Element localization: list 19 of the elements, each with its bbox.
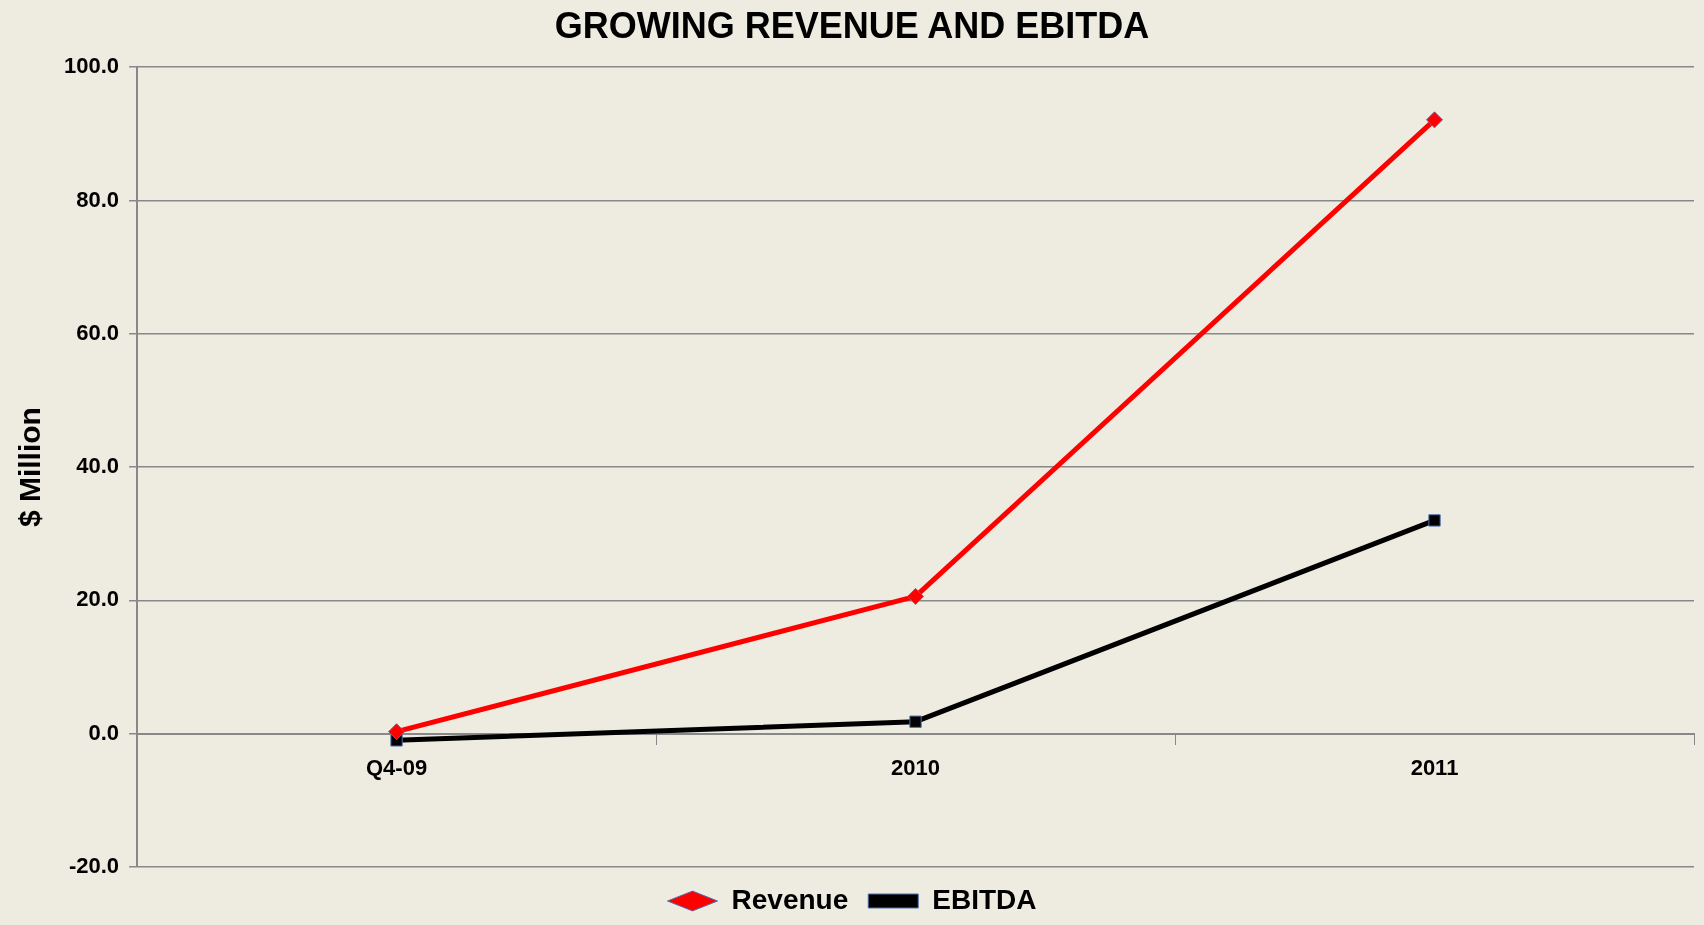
point bbox=[388, 723, 406, 741]
point bbox=[1428, 514, 1441, 527]
y-tick-label: 100.0 bbox=[63, 53, 120, 79]
legend-label: EBITDA bbox=[932, 883, 1037, 915]
y-tick-label: 60.0 bbox=[76, 319, 120, 345]
x-tick-label: 2010 bbox=[891, 754, 940, 780]
y-tick-label: 0.0 bbox=[88, 719, 120, 745]
y-tick-label: -20.0 bbox=[68, 853, 120, 879]
x-tick-label: 2011 bbox=[1410, 754, 1459, 780]
point bbox=[1426, 111, 1444, 129]
legend-label: Revenue bbox=[731, 883, 849, 915]
point bbox=[909, 715, 922, 728]
point bbox=[907, 587, 925, 605]
x-tick-label: Q4-09 bbox=[365, 754, 428, 780]
y-tick-label: 20.0 bbox=[76, 586, 120, 612]
y-tick-label: 80.0 bbox=[76, 186, 120, 212]
chart-title: GROWING REVENUE AND EBITDA bbox=[554, 4, 1150, 46]
y-axis-title: $ Million bbox=[13, 407, 47, 528]
y-tick-label: 40.0 bbox=[76, 453, 120, 479]
